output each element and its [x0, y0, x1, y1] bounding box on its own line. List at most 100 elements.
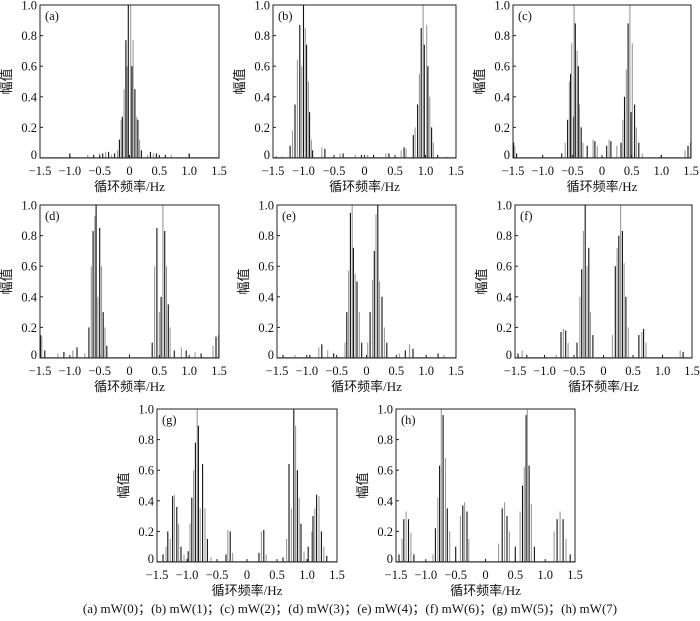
x-tick-label: 0.5 — [387, 164, 403, 178]
panel-label: (f) — [520, 209, 533, 223]
y-tick-label: 1.0 — [496, 199, 512, 213]
x-tick-label: −1.5 — [29, 364, 52, 378]
y-tick-label: 0.8 — [254, 29, 270, 43]
x-tick-label: 0.5 — [624, 164, 640, 178]
y-tick-label: 0.4 — [138, 494, 154, 508]
y-tick-label: 0.6 — [254, 60, 270, 74]
x-tick-label: −1.5 — [29, 164, 52, 178]
x-tick-label: −1.0 — [58, 364, 81, 378]
x-tick-label: −1.5 — [262, 164, 285, 178]
y-tick-label: 0.4 — [258, 290, 274, 304]
y-tick-label: 1.0 — [21, 0, 37, 13]
x-tick-label: 0.5 — [152, 364, 168, 378]
x-tick-label: 1.0 — [181, 364, 197, 378]
y-tick-label: 0.2 — [21, 321, 37, 335]
y-tick-label: 1.0 — [258, 199, 274, 213]
x-tick-label: 1.0 — [181, 164, 197, 178]
y-tick-label: 1.0 — [21, 199, 37, 213]
plot-frame — [514, 204, 693, 359]
plot-frame — [272, 4, 457, 159]
y-tick-label: 0.2 — [496, 321, 512, 335]
x-tick-label: 1.0 — [537, 568, 553, 582]
y-tick-label: 0.6 — [494, 60, 510, 74]
subplot-h: −1.5 −1.0 −0.5 0 0.5 1.0 1.5 0 0.2 0.4 0.6 0.8 1.0 (h… — [355, 403, 583, 599]
y-tick-label: 0.6 — [21, 260, 37, 274]
y-tick-label: 0.8 — [496, 229, 512, 243]
y-tick-label: 0.6 — [258, 260, 274, 274]
y-tick-label: 0 — [31, 348, 37, 362]
y-tick-label: 0.8 — [377, 433, 393, 447]
x-tick-label: 1.0 — [655, 364, 671, 378]
x-tick-label: −0.5 — [88, 364, 111, 378]
x-tick-label: −1.0 — [292, 164, 315, 178]
panel-label: (a) — [45, 9, 59, 23]
x-axis-label: 循环频率/Hz — [212, 583, 283, 598]
figure-caption: (a) mW(0)；(b) mW(1)；(c) mW(2)；(d) mW(3)；… — [83, 601, 617, 617]
x-axis-label: 循环频率/Hz — [329, 179, 400, 194]
y-tick-label: 0.4 — [496, 290, 512, 304]
y-axis-label: 幅值 — [116, 472, 131, 498]
x-tick-label: −0.5 — [561, 164, 584, 178]
y-tick-label: 0.2 — [377, 525, 393, 539]
y-tick-label: 0.2 — [258, 321, 274, 335]
subplot-e: −1.5 −1.0 −0.5 0 0.5 1.0 1.5 0 0.2 0.4 0.6 0.8 1.0 (e… — [236, 199, 464, 395]
y-tick-label: 0.4 — [494, 90, 510, 104]
x-tick-label: 0 — [126, 164, 132, 178]
plot-frame — [156, 408, 338, 563]
x-tick-label: 1.5 — [683, 164, 699, 178]
x-tick-label: −1.5 — [385, 568, 408, 582]
plot-frame — [276, 204, 457, 359]
x-tick-label: −0.5 — [325, 364, 348, 378]
x-tick-label: 1.5 — [567, 568, 583, 582]
y-tick-label: 0 — [31, 148, 37, 162]
y-axis-label: 幅值 — [232, 68, 247, 94]
y-tick-label: 0.6 — [138, 464, 154, 478]
y-axis-label: 幅值 — [355, 472, 370, 498]
y-tick-label: 0.6 — [21, 60, 37, 74]
x-tick-label: −1.0 — [58, 164, 81, 178]
subplot-b: −1.5 −1.0 −0.5 0 0.5 1.0 1.5 0 0.2 0.4 0.6 0.8 1.0 (b… — [232, 0, 464, 194]
y-tick-label: 0 — [506, 348, 512, 362]
x-tick-label: −1.0 — [176, 568, 199, 582]
x-tick-label: 0.5 — [508, 568, 524, 582]
y-tick-label: 0.4 — [254, 90, 270, 104]
panel-label: (h) — [401, 413, 416, 427]
y-tick-label: 0.4 — [21, 90, 37, 104]
x-tick-label: −1.5 — [502, 164, 525, 178]
y-tick-label: 0.8 — [21, 29, 37, 43]
panel-label: (d) — [45, 209, 60, 223]
x-tick-label: 0 — [361, 164, 367, 178]
x-axis-label: 循环频率/Hz — [94, 379, 165, 394]
x-tick-label: 0.5 — [625, 364, 641, 378]
x-tick-label: −0.5 — [563, 364, 586, 378]
plot-frame — [512, 4, 692, 159]
x-tick-label: 1.5 — [448, 364, 464, 378]
plot-frame — [395, 408, 576, 563]
y-tick-label: 0.8 — [138, 433, 154, 447]
subplot-g: −1.5 −1.0 −0.5 0 0.5 1.0 1.5 0 0.2 0.4 0.6 0.8 1.0 (g… — [116, 403, 345, 599]
y-tick-label: 0 — [387, 552, 393, 566]
x-tick-label: 1.5 — [448, 164, 464, 178]
x-tick-label: 1.0 — [418, 164, 434, 178]
y-tick-label: 1.0 — [254, 0, 270, 13]
y-tick-label: 0 — [148, 552, 154, 566]
y-tick-label: 0.2 — [138, 525, 154, 539]
y-tick-label: 0.2 — [21, 121, 37, 135]
y-tick-label: 0.4 — [377, 494, 393, 508]
x-tick-label: 1.5 — [684, 364, 700, 378]
x-axis-label: 循环频率/Hz — [331, 379, 402, 394]
y-axis-label: 幅值 — [0, 268, 14, 294]
panel-label: (g) — [162, 413, 177, 427]
x-axis-label: 循环频率/Hz — [567, 179, 638, 194]
x-tick-label: −1.5 — [146, 568, 169, 582]
y-tick-label: 0.6 — [496, 260, 512, 274]
y-tick-label: 0.2 — [494, 121, 510, 135]
subplot-a: −1.5 −1.0 −0.5 0 0.5 1.0 1.5 0 0.2 0.4 0.6 0.8 1.0 (a… — [0, 0, 227, 194]
x-tick-label: −0.5 — [444, 568, 467, 582]
x-tick-label: −0.5 — [206, 568, 229, 582]
y-tick-label: 0 — [504, 148, 510, 162]
x-tick-label: 1.5 — [211, 364, 227, 378]
x-tick-label: −1.5 — [266, 364, 289, 378]
y-axis-label: 幅值 — [474, 268, 489, 294]
y-tick-label: 1.0 — [494, 0, 510, 13]
